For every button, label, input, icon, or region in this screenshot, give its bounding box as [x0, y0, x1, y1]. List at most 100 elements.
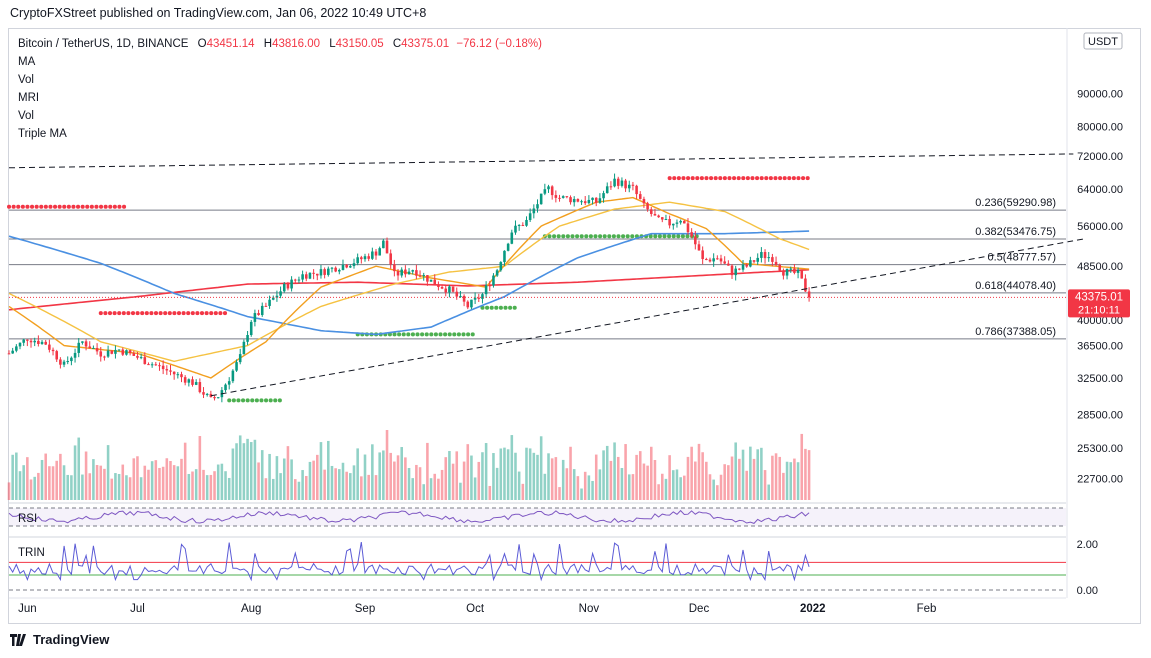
volume-bar [473, 477, 477, 500]
candle-body [297, 279, 301, 281]
time-axis: Jun Jul Aug Sep Oct Nov Dec 2022 Feb [9, 597, 1066, 615]
candle-body [319, 269, 323, 276]
volume-bar [224, 471, 227, 500]
fib-label: 0.618(44078.40) [975, 280, 1056, 292]
volume-bar [338, 469, 341, 500]
volume-bar [22, 465, 25, 500]
candle-body [81, 341, 84, 343]
volume-bar [150, 461, 154, 500]
volume-bar [649, 446, 653, 500]
candle-body [356, 257, 359, 264]
indicator-mri[interactable]: MRI [18, 92, 40, 104]
candle-body [708, 259, 712, 262]
candle-body [286, 283, 290, 289]
volume-bar [771, 455, 774, 500]
candle-body [257, 313, 260, 316]
volume-bar [418, 467, 422, 500]
volume-bars [7, 430, 811, 500]
candle-body [649, 209, 653, 214]
candle-body [749, 260, 752, 267]
x-tick-label: Dec [689, 603, 710, 615]
volume-bar [205, 475, 209, 500]
volume-bar [95, 464, 99, 500]
candle-body [161, 365, 165, 370]
rsi-label: RSI [18, 513, 37, 525]
open-label: O [197, 38, 207, 50]
candle-body [143, 357, 147, 365]
volume-bar [330, 465, 334, 500]
volume-bar [209, 474, 213, 500]
candle-body [106, 350, 110, 357]
volume-bar [672, 470, 675, 500]
volume-bar [404, 457, 407, 500]
volume-bar [382, 450, 385, 500]
currency-label: USDT [1088, 36, 1118, 48]
candle-body [154, 364, 158, 366]
candle-body [440, 286, 444, 289]
volume-bar [657, 484, 660, 500]
candle-body [503, 250, 506, 263]
candle-body [437, 284, 440, 287]
candle-body [165, 369, 169, 371]
volume-bar [301, 470, 304, 500]
volume-bar [517, 471, 521, 500]
sma-50-line [8, 201, 810, 363]
volume-bar [367, 474, 370, 500]
upper-trendline [8, 153, 1074, 169]
candle-body [771, 257, 774, 262]
candle-body [316, 273, 319, 276]
lower-trendline [210, 238, 1085, 397]
indicator-ma[interactable]: MA [18, 56, 36, 68]
candle-body [92, 347, 95, 349]
candle-body [594, 197, 598, 203]
indicator-vol[interactable]: Vol [18, 74, 34, 86]
candle-body [374, 251, 378, 256]
close-value: 43375.01 [401, 38, 450, 50]
candle-body [268, 299, 271, 306]
candle-body [466, 301, 470, 308]
candle-body [15, 346, 18, 351]
candle-body [536, 204, 539, 209]
volume-bar [257, 462, 260, 500]
candle-body [7, 353, 11, 355]
candle-body [598, 198, 602, 203]
candle-body [587, 199, 591, 204]
volume-bar [411, 478, 414, 500]
candle-body [338, 269, 341, 272]
volume-bar [686, 456, 690, 500]
candle-body [510, 232, 514, 244]
volume-bar [697, 443, 701, 500]
volume-bar [103, 468, 106, 500]
volume-bar [495, 467, 499, 500]
candle-body [455, 291, 459, 297]
volume-bar [304, 475, 308, 500]
volume-bar [723, 464, 726, 500]
candle-body [260, 305, 264, 316]
candle-body [661, 217, 664, 220]
candle-body [785, 268, 789, 276]
candle-body [77, 342, 81, 353]
trin-pane: TRIN 2.00 0.00 [8, 536, 1098, 597]
candle-body [459, 295, 462, 297]
candle-body [807, 291, 811, 298]
chart-legend: Bitcoin / TetherUS, 1D, BINANCE O43451.1… [18, 35, 542, 143]
volume-bar [719, 474, 723, 500]
volume-bar [191, 471, 194, 500]
symbol-title[interactable]: Bitcoin / TetherUS, 1D, BINANCE [18, 38, 189, 50]
indicator-triple-ma[interactable]: Triple MA [18, 128, 67, 140]
candle-body [745, 264, 748, 267]
candle-body [404, 269, 407, 275]
volume-bar [646, 465, 649, 500]
volume-bar [422, 484, 426, 500]
candle-body [767, 257, 771, 259]
indicator-vol-2[interactable]: Vol [18, 110, 34, 122]
volume-bar [161, 466, 165, 500]
x-tick-label: Oct [466, 603, 485, 615]
volume-bar [433, 473, 437, 500]
candle-body [495, 270, 499, 276]
volume-bar [741, 449, 745, 500]
footer-brand[interactable]: TradingView [10, 632, 109, 647]
volume-bar [282, 458, 286, 500]
